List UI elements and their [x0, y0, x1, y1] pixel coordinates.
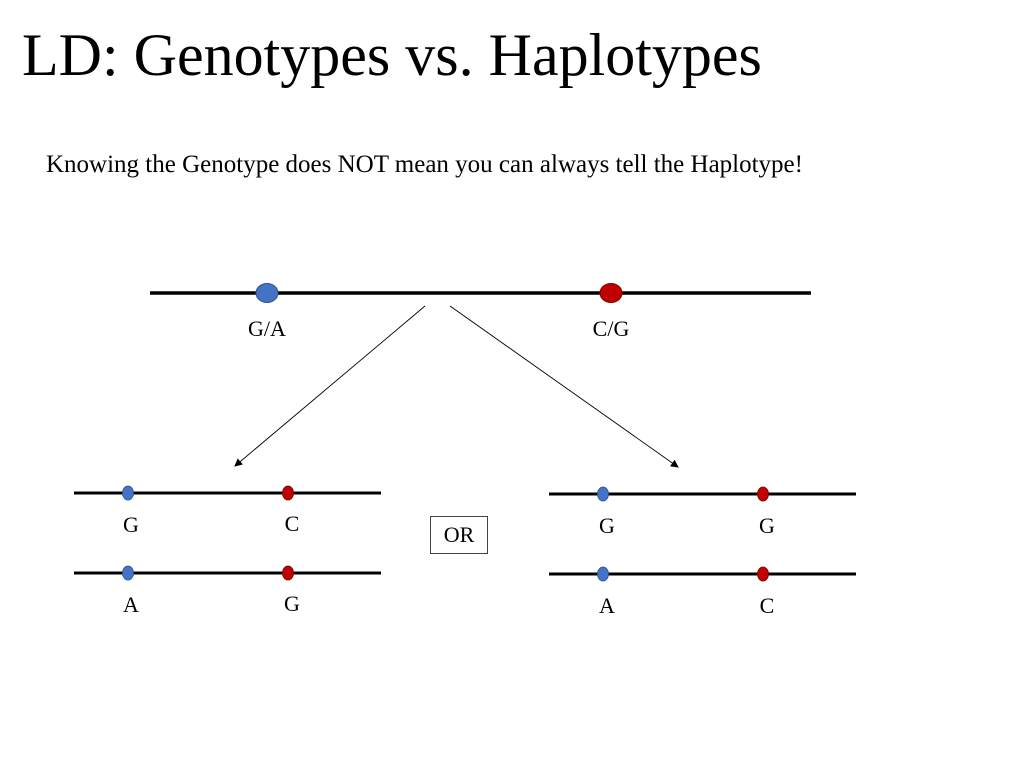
allele-label: G — [759, 513, 775, 538]
allele-label: G — [599, 513, 615, 538]
slide-title: LD: Genotypes vs. Haplotypes — [22, 22, 762, 88]
or-separator-label: OR — [443, 522, 475, 547]
genotype-chromosome: G/A C/G — [150, 283, 811, 341]
allele-label: G — [123, 512, 139, 537]
locus2-marker — [757, 486, 769, 502]
allele-label: A — [599, 593, 615, 618]
allele-label: C — [760, 593, 775, 618]
or-separator-box: OR — [430, 516, 488, 554]
right-chromosome-1: G G — [549, 486, 856, 538]
haplotype-option-left: G C A G — [74, 485, 381, 617]
genotype-locus2-label: C/G — [593, 316, 630, 341]
genotype-locus1-label: G/A — [248, 316, 286, 341]
locus2-marker — [757, 566, 769, 582]
locus1-marker — [597, 486, 609, 502]
left-chromosome-2: A G — [74, 565, 381, 617]
allele-label: A — [123, 592, 139, 617]
locus1-marker — [122, 565, 134, 581]
haplotype-option-right: G G A C — [549, 486, 856, 618]
allele-label: C — [285, 511, 300, 536]
locus1-marker — [122, 485, 134, 501]
locus1-marker — [597, 566, 609, 582]
arrow-to-right-option — [449, 305, 679, 468]
locus2-marker — [282, 485, 294, 501]
slide-subtitle: Knowing the Genotype does NOT mean you c… — [46, 151, 803, 178]
arrow-to-left-option — [234, 305, 426, 467]
genotype-locus2-marker — [599, 283, 623, 303]
left-chromosome-1: G C — [74, 485, 381, 537]
allele-label: G — [284, 591, 300, 616]
locus2-marker — [282, 565, 294, 581]
right-chromosome-2: A C — [549, 566, 856, 618]
genotype-locus1-marker — [255, 283, 279, 303]
